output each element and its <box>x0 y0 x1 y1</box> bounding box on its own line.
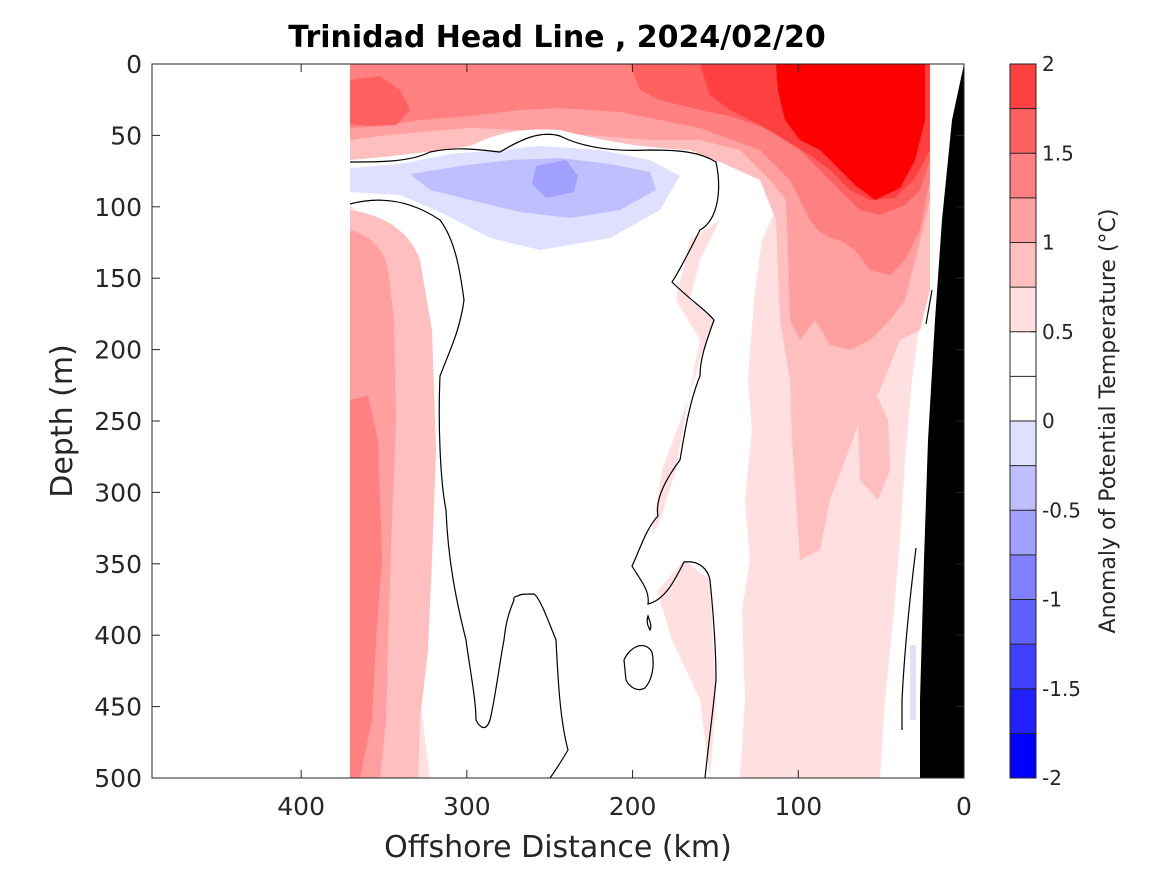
y-axis-label: Depth (m) <box>45 344 80 498</box>
colorbar-tick-label: -0.5 <box>1042 498 1081 522</box>
anomaly-region <box>776 64 925 200</box>
anomaly-region <box>532 160 578 198</box>
x-tick-label: 100 <box>774 792 822 821</box>
anomaly-region <box>640 160 780 778</box>
y-axis: 0 50 100 150 200 250 300 350 400 450 500 <box>94 50 964 793</box>
zero-contour <box>901 547 917 730</box>
y-tick-label: 100 <box>94 193 142 222</box>
colorbar-band <box>1010 331 1036 377</box>
colorbar-band <box>1010 421 1036 466</box>
contour-field <box>349 64 964 778</box>
x-tick-label: 400 <box>277 792 325 821</box>
colorbar-band <box>1010 733 1036 778</box>
x-tick-label: 0 <box>956 792 972 821</box>
y-tick-label: 450 <box>94 693 142 722</box>
x-tick-label: 300 <box>443 792 491 821</box>
colorbar-band <box>1010 242 1036 288</box>
zero-contour <box>925 289 933 325</box>
colorbar-band <box>1010 64 1036 109</box>
anomaly-region <box>410 158 656 218</box>
y-tick-label: 300 <box>94 478 142 507</box>
zero-contour <box>349 133 720 778</box>
zero-contour <box>623 644 654 691</box>
colorbar-tick-label: -2 <box>1042 766 1062 790</box>
y-tick-label: 0 <box>126 50 142 79</box>
zero-contour <box>646 614 652 632</box>
anomaly-region <box>350 150 720 778</box>
anomaly-region <box>350 76 410 126</box>
colorbar-band <box>1010 599 1036 645</box>
colorbar-band <box>1010 287 1036 332</box>
colorbar-band <box>1010 108 1036 154</box>
colorbar-tick-label: 0 <box>1042 409 1055 433</box>
colorbar-band <box>1010 376 1036 421</box>
y-tick-label: 400 <box>94 621 142 650</box>
colorbar-tick-label: 0.5 <box>1042 320 1074 344</box>
x-axis: 400 300 200 100 0 <box>277 64 972 821</box>
colorbar-tick-label: 1.5 <box>1042 141 1074 165</box>
y-tick-label: 200 <box>94 336 142 365</box>
colorbar-band <box>1010 688 1036 734</box>
colorbar-band <box>1010 510 1036 555</box>
x-axis-label: Offshore Distance (km) <box>384 830 732 865</box>
colorbar-axis: -2 -1.5 -1 -0.5 0 0.5 1 1.5 2 <box>1031 52 1081 790</box>
bathymetry-bottom <box>920 64 964 778</box>
colorbar-tick-label: -1 <box>1042 588 1062 612</box>
y-tick-label: 500 <box>94 764 142 793</box>
y-tick-label: 350 <box>94 550 142 579</box>
colorbar-band <box>1010 644 1036 689</box>
colorbar-band <box>1010 153 1036 198</box>
y-tick-label: 50 <box>110 121 142 150</box>
anomaly-region <box>350 396 382 778</box>
colorbar-band <box>1010 554 1036 600</box>
zero-contour <box>349 199 569 778</box>
anomaly-region <box>858 392 890 500</box>
colorbar-label: Anomaly of Potential Temperature (°C) <box>1096 209 1121 634</box>
chart-title: Trinidad Head Line , 2024/02/20 <box>288 20 825 55</box>
colorbar-band <box>1010 197 1036 243</box>
y-tick-label: 250 <box>94 407 142 436</box>
colorbar-tick-label: -1.5 <box>1042 677 1081 701</box>
x-tick-label: 200 <box>609 792 657 821</box>
colorbar-tick-label: 2 <box>1042 52 1055 76</box>
anomaly-region <box>880 260 930 778</box>
anomaly-region <box>910 645 916 720</box>
y-tick-label: 150 <box>94 264 142 293</box>
colorbar-band <box>1010 465 1036 511</box>
colorbar-tick-label: 1 <box>1042 231 1055 255</box>
